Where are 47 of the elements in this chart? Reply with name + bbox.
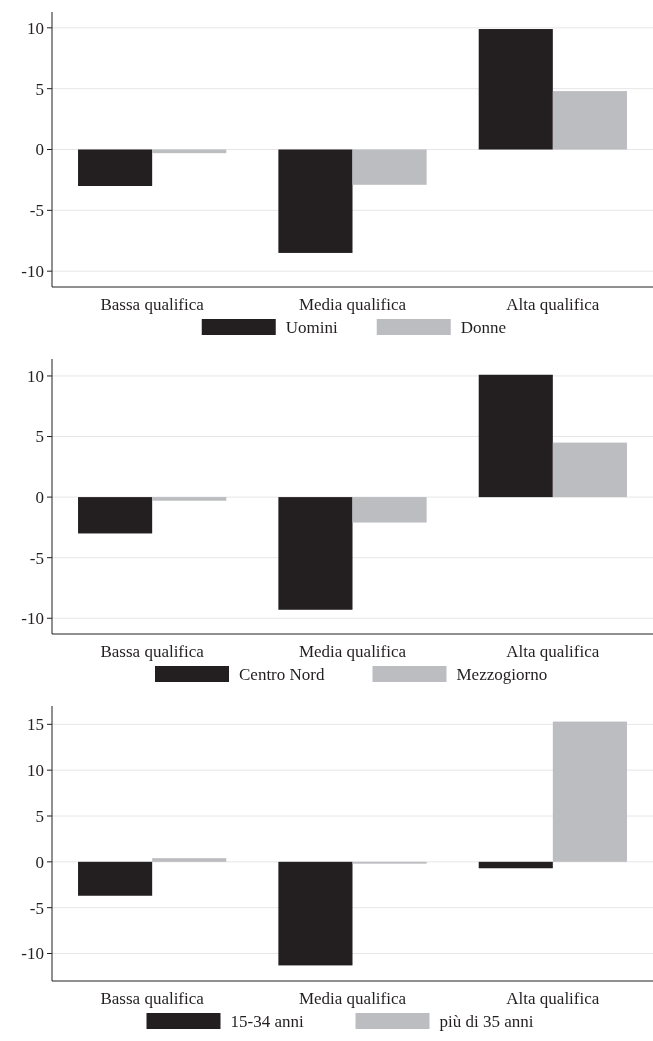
bar <box>552 91 627 150</box>
x-tick-label: Media qualifica <box>298 642 407 661</box>
x-tick-label: Bassa qualifica <box>100 989 205 1008</box>
y-tick-label: -10 <box>21 609 44 629</box>
y-tick-label: 5 <box>35 79 44 99</box>
y-tick-label: 0 <box>35 852 44 872</box>
bar <box>552 442 627 498</box>
bar <box>278 497 353 610</box>
bar <box>352 149 427 185</box>
bar <box>478 29 553 150</box>
bar <box>478 374 553 498</box>
x-tick-label: Media qualifica <box>298 989 407 1008</box>
bar <box>78 861 153 896</box>
x-tick-label: Alta qualifica <box>506 642 600 661</box>
y-tick-label: -5 <box>29 898 44 918</box>
bar <box>152 858 227 862</box>
legend-label: più di 35 anni <box>439 1011 534 1031</box>
legend-label: Uomini <box>285 317 338 337</box>
x-tick-label: Bassa qualifica <box>100 642 205 661</box>
y-tick-label: 0 <box>35 140 44 160</box>
y-tick-label: 15 <box>27 715 44 735</box>
y-tick-label: -5 <box>29 548 44 568</box>
y-tick-label: -10 <box>21 262 44 282</box>
y-tick-label: 10 <box>27 18 44 38</box>
x-tick-label: Media qualifica <box>298 295 407 314</box>
legend-label: 15-34 anni <box>230 1011 304 1031</box>
y-tick-label: 0 <box>35 488 44 508</box>
bar <box>78 149 153 186</box>
bar <box>152 497 227 501</box>
y-tick-label: -5 <box>29 201 44 221</box>
y-tick-label: 5 <box>35 806 44 826</box>
x-tick-label: Bassa qualifica <box>100 295 205 314</box>
x-tick-label: Alta qualifica <box>506 989 600 1008</box>
bar <box>78 497 153 534</box>
bar <box>352 497 427 523</box>
legend-label: Centro Nord <box>239 664 325 684</box>
y-tick-label: 10 <box>27 366 44 386</box>
bar <box>278 149 353 253</box>
x-tick-label: Alta qualifica <box>506 295 600 314</box>
legend-label: Mezzogiorno <box>456 664 548 684</box>
y-tick-label: 10 <box>27 761 44 781</box>
y-tick-label: -10 <box>21 944 44 964</box>
bar <box>552 721 627 862</box>
y-tick-label: 5 <box>35 427 44 447</box>
bar <box>478 861 553 869</box>
bar <box>278 861 353 966</box>
legend-label: Donne <box>460 317 507 337</box>
